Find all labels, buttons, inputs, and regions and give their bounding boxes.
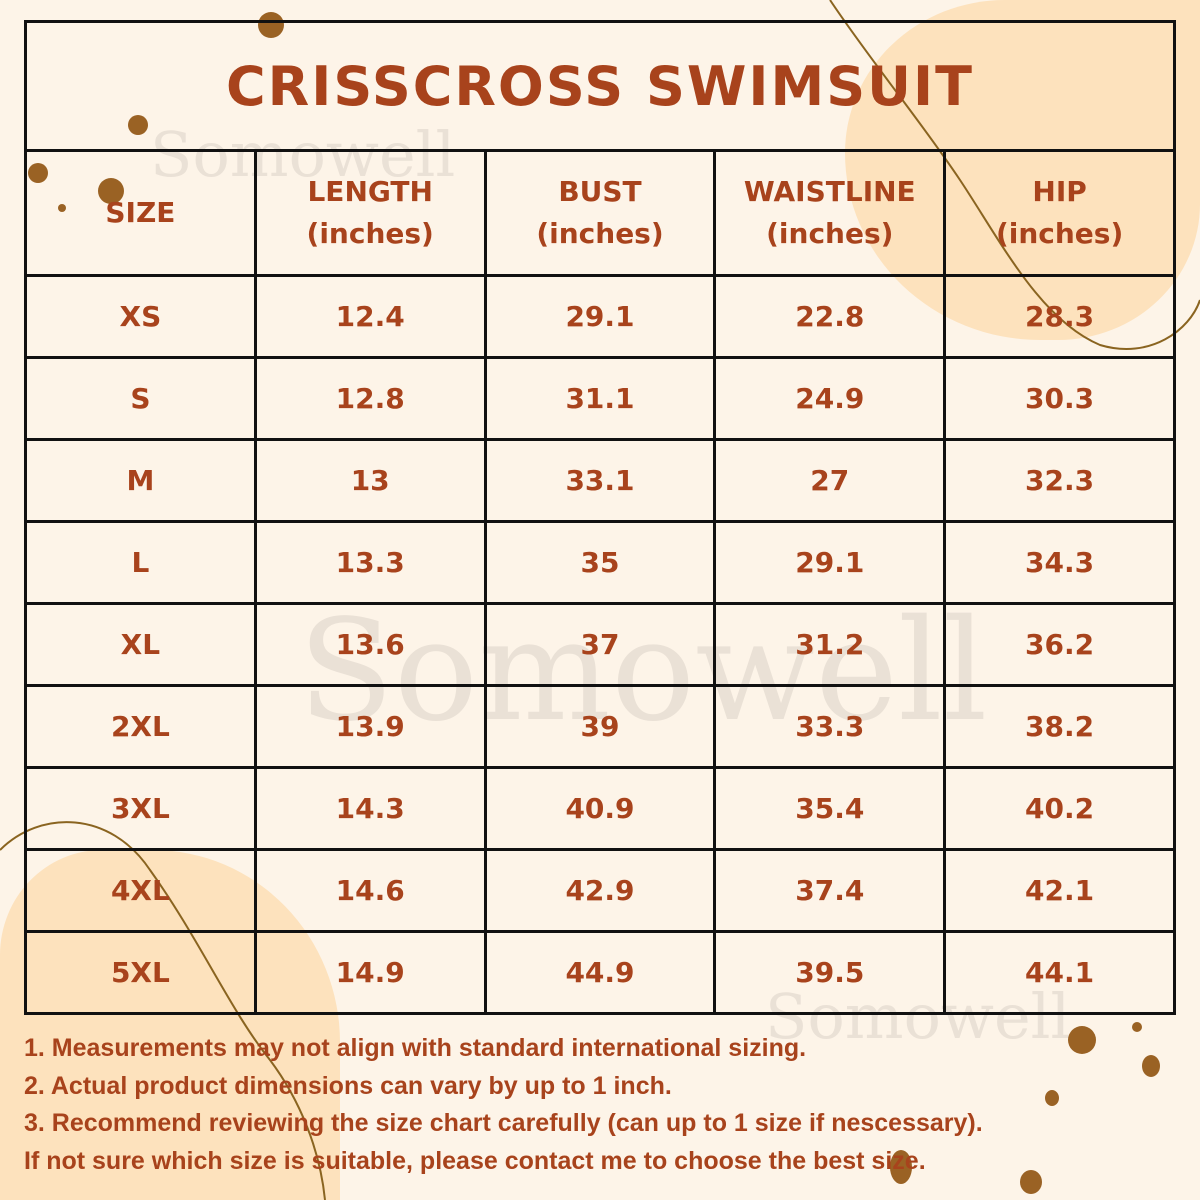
table-cell: 31.2 (713, 602, 947, 687)
note-1: 1. Measurements may not align with stand… (24, 1034, 807, 1062)
table-cell: L (24, 520, 257, 605)
table-cell: 39.5 (713, 930, 947, 1015)
table-cell: 13.9 (253, 684, 487, 769)
table-cell: 3XL (24, 766, 257, 851)
note-3: 3. Recommend reviewing the size chart ca… (24, 1109, 983, 1137)
table-cell: 38.2 (943, 684, 1176, 769)
column-header-waistline: WAISTLINE (inches) (713, 149, 947, 277)
decorative-dot (1068, 1026, 1096, 1054)
note-2: 2. Actual product dimensions can vary by… (24, 1071, 672, 1100)
size-chart-table: CRISSCROSS SWIMSUIT SIZE LENGTH (inches) BU… (24, 20, 1176, 1015)
table-cell: 14.6 (253, 848, 487, 933)
note-4: If not sure which size is suitable, plea… (24, 1146, 926, 1175)
header-unit: (inches) (306, 217, 434, 250)
table-cell: 24.9 (713, 356, 947, 441)
column-header-hip: HIP (inches) (943, 149, 1176, 277)
table-cell: 34.3 (943, 520, 1176, 605)
table-cell: 13 (253, 438, 487, 523)
column-header-bust: BUST (inches) (483, 149, 717, 277)
table-cell: 12.4 (253, 274, 487, 359)
header-unit: (inches) (766, 217, 894, 250)
table-row: XL 13.6 37 31.2 36.2 (24, 602, 1176, 687)
column-header-size: SIZE (24, 149, 257, 277)
header-label: LENGTH (307, 175, 433, 208)
header-label: WAISTLINE (743, 175, 916, 208)
decorative-dot (890, 1150, 912, 1184)
table-cell: 22.8 (713, 274, 947, 359)
table-cell: 35.4 (713, 766, 947, 851)
decorative-dot (1020, 1170, 1042, 1194)
table-cell: 29.1 (713, 520, 947, 605)
header-label: HIP (1032, 175, 1087, 208)
table-cell: 44.9 (483, 930, 717, 1015)
table-row: 4XL 14.6 42.9 37.4 42.1 (24, 848, 1176, 933)
table-cell: 30.3 (943, 356, 1176, 441)
decorative-dot (1142, 1055, 1160, 1077)
table-row: 5XL 14.9 44.9 39.5 44.1 (24, 930, 1176, 1015)
table-row: L 13.3 35 29.1 34.3 (24, 520, 1176, 605)
header-label: BUST (558, 175, 642, 208)
decorative-dot (1132, 1022, 1142, 1032)
header-row: SIZE LENGTH (inches) BUST (inches) WAISTLINE (… (24, 149, 1176, 277)
table-cell: 29.1 (483, 274, 717, 359)
table-cell: 4XL (24, 848, 257, 933)
table-cell: 36.2 (943, 602, 1176, 687)
column-header-length: LENGTH (inches) (253, 149, 487, 277)
chart-title: CRISSCROSS SWIMSUIT (24, 20, 1176, 152)
table-cell: 12.8 (253, 356, 487, 441)
table-cell: 32.3 (943, 438, 1176, 523)
table-cell: S (24, 356, 257, 441)
table-cell: 14.3 (253, 766, 487, 851)
table-cell: 37.4 (713, 848, 947, 933)
table-cell: 40.2 (943, 766, 1176, 851)
table-cell: 33.3 (713, 684, 947, 769)
header-label: SIZE (105, 196, 176, 229)
table-cell: M (24, 438, 257, 523)
notes: 1. Measurements may not align with stand… (24, 1030, 1184, 1180)
table-cell: 13.3 (253, 520, 487, 605)
table-cell: 27 (713, 438, 947, 523)
table-cell: 5XL (24, 930, 257, 1015)
table-row: M 13 33.1 27 32.3 (24, 438, 1176, 523)
table-cell: XS (24, 274, 257, 359)
table-cell: 28.3 (943, 274, 1176, 359)
table-cell: 33.1 (483, 438, 717, 523)
table-cell: 14.9 (253, 930, 487, 1015)
table-row: 2XL 13.9 39 33.3 38.2 (24, 684, 1176, 769)
table-row: XS 12.4 29.1 22.8 28.3 (24, 274, 1176, 359)
table-cell: 42.1 (943, 848, 1176, 933)
table-cell: XL (24, 602, 257, 687)
table-cell: 13.6 (253, 602, 487, 687)
decorative-dot (1045, 1090, 1059, 1106)
table-row: S 12.8 31.1 24.9 30.3 (24, 356, 1176, 441)
header-unit: (inches) (536, 217, 664, 250)
table-cell: 37 (483, 602, 717, 687)
table-cell: 2XL (24, 684, 257, 769)
table-cell: 31.1 (483, 356, 717, 441)
table-row: 3XL 14.3 40.9 35.4 40.2 (24, 766, 1176, 851)
table-cell: 39 (483, 684, 717, 769)
table-cell: 35 (483, 520, 717, 605)
table-cell: 40.9 (483, 766, 717, 851)
table-cell: 44.1 (943, 930, 1176, 1015)
table-cell: 42.9 (483, 848, 717, 933)
header-unit: (inches) (995, 217, 1124, 250)
